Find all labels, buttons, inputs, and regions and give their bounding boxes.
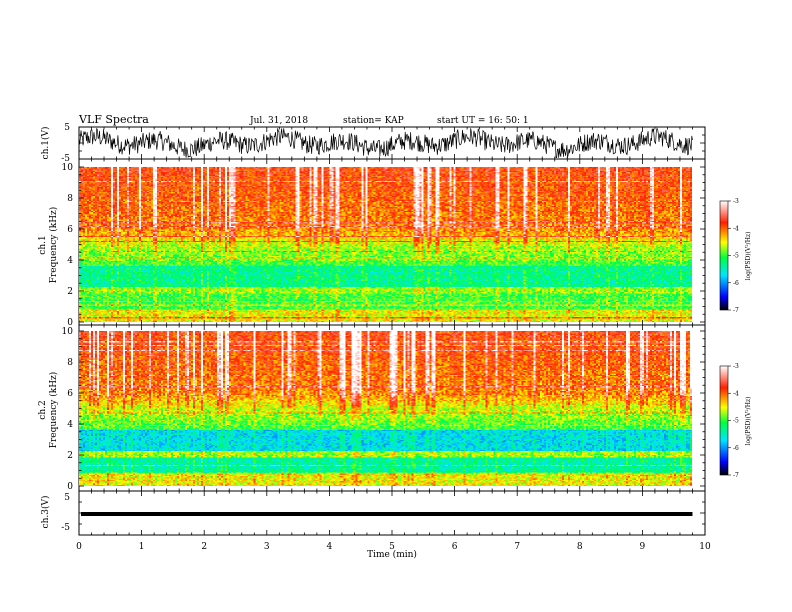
ch2-spectrogram-ylabel: Frequency (kHz) (48, 372, 59, 449)
ch1-spectrogram-image (79, 167, 692, 322)
ch1-colorbar-tick-label: -6 (733, 280, 739, 287)
time-tick-labels: 0 1 2 3 4 5 6 7 8 9 10 (76, 542, 711, 552)
ch1-colorbar-scale (719, 200, 729, 311)
ch2-spectrogram-ytick-label: 6 (67, 389, 73, 399)
figure-title: VLF Spectra (78, 113, 149, 126)
time-tick-label: 6 (452, 542, 458, 552)
ch2-colorbar-tick-label: -6 (733, 445, 739, 452)
ch1-spectrogram-panel: 0 2 4 6 8 10 ch.1 Frequency (kHz) (38, 158, 706, 328)
ch1-colorbar-tick-label: -7 (733, 307, 739, 314)
ch1-spectrogram-ytick-label: 4 (67, 256, 73, 266)
ch1-colorbar-ticks: -3 -4 -5 -6 -7 (728, 198, 739, 314)
time-tick-label: 3 (264, 542, 270, 552)
ch3-waveform-ylabel: ch.3(V) (40, 496, 51, 529)
ch2-colorbar-tick-label: -4 (733, 390, 739, 397)
ch1-waveform-ylabel: ch.1(V) (40, 127, 51, 160)
time-tick-label: 8 (577, 542, 583, 552)
ch1-spectrogram-ticks (78, 159, 706, 325)
ch3-ytick-top: 5 (64, 493, 70, 503)
ch2-spectrogram-ytick-label: 0 (67, 482, 73, 492)
time-tick-label: 2 (201, 542, 207, 552)
ch2-spectrogram-panel: 0 2 4 6 8 10 ch.2 Frequency (kHz) (38, 324, 706, 492)
time-tick-label: 9 (640, 542, 646, 552)
ch3-waveform-ticks (78, 490, 706, 536)
ch1-spectrogram-ytick-label: 10 (62, 163, 74, 173)
ch2-colorbar-tick-label: -7 (733, 472, 739, 479)
header-start-time: start UT = 16: 50: 1 (437, 116, 529, 126)
ch1-spectrogram-ytick-label: 8 (67, 194, 73, 204)
ch1-waveform-panel: 5 -5 ch.1(V) (40, 123, 706, 164)
ch1-ytick-top: 5 (64, 123, 70, 133)
header-date: Jul. 31, 2018 (249, 116, 308, 126)
time-tick-label: 5 (389, 542, 395, 552)
ch1-waveform-line (78, 127, 693, 159)
ch2-colorbar: -3 -4 -5 -6 -7 log(PSD)(V²/Hz) (719, 363, 752, 479)
ch1-frequency-tick-labels: 0 2 4 6 8 10 (62, 163, 74, 328)
ch2-colorbar-scale (719, 365, 729, 476)
ch1-spectrogram-ytick-label: 0 (67, 318, 73, 328)
time-tick-label: 4 (327, 542, 333, 552)
ch1-colorbar-tick-label: -3 (733, 198, 739, 205)
ch1-colorbar-tick-label: -4 (733, 225, 739, 232)
ch1-colorbar-tick-label: -5 (733, 253, 739, 260)
ch2-spectrogram-ytick-label: 4 (67, 420, 73, 430)
time-tick-label: 0 (76, 542, 82, 552)
ch1-spectrogram-ylabel: Frequency (kHz) (48, 207, 59, 284)
ch1-colorbar-label: log(PSD)(V²/Hz) (745, 232, 752, 281)
ch1-ytick-bottom: -5 (61, 154, 70, 164)
ch2-spectrogram-ytick-label: 2 (67, 451, 73, 461)
time-tick-label: 1 (139, 542, 145, 552)
ch2-colorbar-label: log(PSD)(V²/Hz) (745, 397, 752, 446)
ch1-spectrogram-channel-label: ch.1 (38, 235, 48, 254)
ch2-colorbar-ticks: -3 -4 -5 -6 -7 (728, 363, 739, 479)
ch2-spectrogram-ytick-label: 10 (62, 327, 74, 337)
ch3-waveform-panel: 5 -5 ch.3(V) (40, 490, 706, 536)
ch2-colorbar-tick-label: -3 (733, 363, 739, 370)
ch3-ytick-bottom: -5 (61, 523, 70, 533)
ch2-frequency-tick-labels: 0 2 4 6 8 10 (62, 327, 74, 492)
ch1-spectrogram-ytick-label: 2 (67, 287, 73, 297)
time-tick-label: 7 (514, 542, 520, 552)
ch1-colorbar: -3 -4 -5 -6 -7 log(PSD)(V²/Hz) (719, 198, 752, 314)
time-axis-label: Time (min) (367, 549, 417, 560)
ch2-spectrogram-ytick-label: 8 (67, 358, 73, 368)
ch1-spectrogram-ytick-label: 6 (67, 225, 73, 235)
ch2-spectrogram-channel-label: ch.2 (38, 400, 48, 419)
ch2-spectrogram-image (79, 331, 692, 486)
header-station: station= KAP (343, 116, 404, 126)
time-tick-label: 10 (699, 542, 711, 552)
ch2-colorbar-tick-label: -5 (733, 418, 739, 425)
